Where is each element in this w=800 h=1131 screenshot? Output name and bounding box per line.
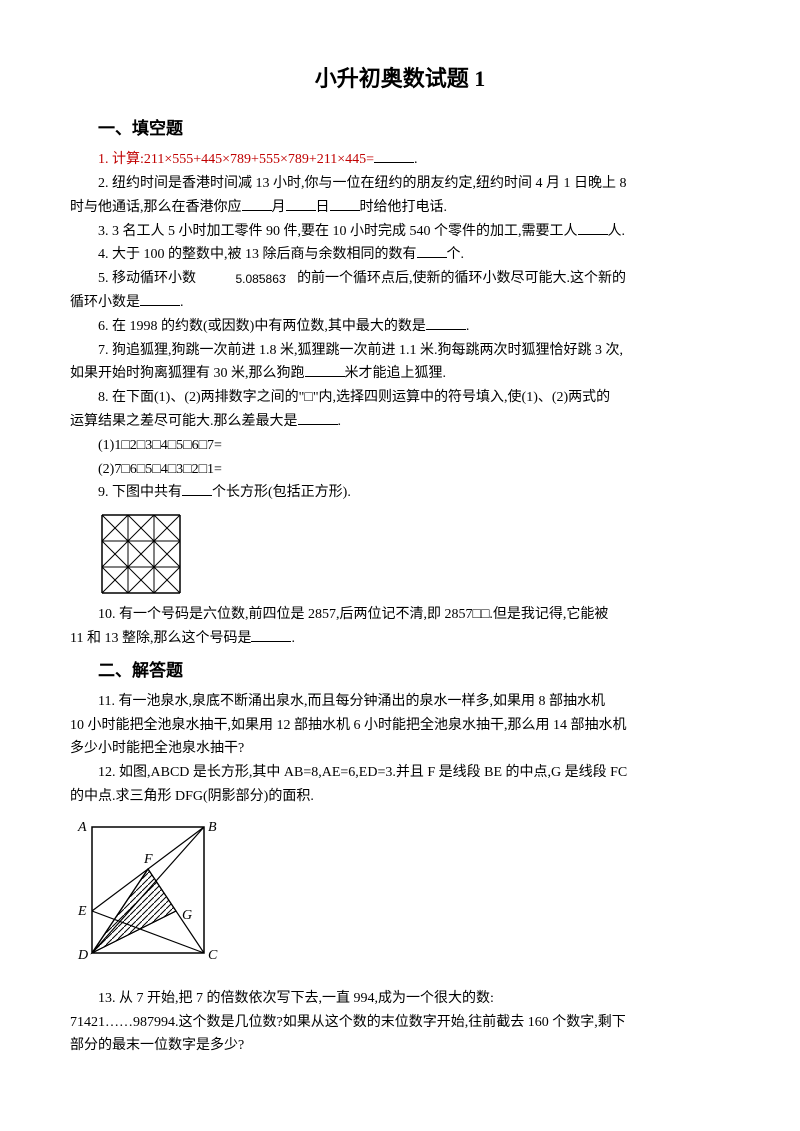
question-11-line2: 10 小时能把全池泉水抽干,如果用 12 部抽水机 6 小时能把全池泉水抽干,那…	[70, 714, 730, 738]
q9-end: 个长方形(包括正方形).	[212, 485, 351, 500]
q8b: 运算结果之差尽可能大.那么差最大是	[70, 414, 298, 429]
document-page: 小升初奥数试题 1 一、填空题 1. 计算:211×555+445×789+55…	[0, 0, 800, 1131]
question-1: 1. 计算:211×555+445×789+555×789+211×445=.	[70, 148, 730, 172]
svg-text:A: A	[77, 820, 87, 835]
q5b: 的前一个循环点后,使新的循环小数尽可能大.这个新的	[297, 271, 626, 286]
q3-end: 人.	[608, 224, 626, 239]
grid-svg	[98, 511, 184, 597]
question-13-line3: 部分的最末一位数字是多少?	[70, 1034, 730, 1058]
blank	[251, 627, 291, 642]
q6-end: .	[466, 319, 470, 334]
question-2-line1: 2. 纽约时间是香港时间减 13 小时,你与一位在纽约的朋友约定,纽约时间 4 …	[70, 172, 730, 196]
dot-icon: ·	[256, 267, 287, 284]
blank	[578, 220, 608, 235]
q2b2: 月	[272, 200, 286, 215]
q7b-end: 米才能追上狐狸.	[345, 366, 447, 381]
q6-text: 6. 在 1998 的约数(或因数)中有两位数,其中最大的数是	[98, 319, 426, 334]
blank	[426, 315, 466, 330]
q5a: 5. 移动循环小数	[98, 271, 196, 286]
question-8-line2: 运算结果之差尽可能大.那么差最大是.	[70, 410, 730, 434]
question-8-line1: 8. 在下面(1)、(2)两排数字之间的"□"内,选择四则运算中的符号填入,使(…	[70, 386, 730, 410]
q5c-end: .	[180, 295, 184, 310]
q8b-end: .	[338, 414, 342, 429]
question-11-line3: 多少小时能把全池泉水抽干?	[70, 737, 730, 761]
svg-text:C: C	[208, 948, 218, 963]
q4-text: 4. 大于 100 的整数中,被 13 除后商与余数相同的数有	[98, 247, 417, 262]
svg-text:G: G	[182, 908, 192, 923]
blank	[242, 196, 272, 211]
question-7-line1: 7. 狗追狐狸,狗跳一次前进 1.8 米,狐狸跳一次前进 1.1 米.狗每跳两次…	[70, 339, 730, 363]
q10b: 11 和 13 整除,那么这个号码是	[70, 631, 251, 646]
blank	[182, 481, 212, 496]
question-12-line2: 的中点.求三角形 DFG(阴影部分)的面积.	[70, 785, 730, 809]
recurring-decimal: · · 5.085863	[202, 269, 292, 289]
svg-text:E: E	[77, 904, 87, 919]
q9-text: 9. 下图中共有	[98, 485, 182, 500]
question-12-line1: 12. 如图,ABCD 是长方形,其中 AB=8,AE=6,ED=3.并且 F …	[70, 761, 730, 785]
q10b-end: .	[291, 631, 295, 646]
question-13-line2: 71421……987994.这个数是几位数?如果从这个数的末位数字开始,往前截去…	[70, 1011, 730, 1035]
question-10-line1: 10. 有一个号码是六位数,前四位是 2857,后两位记不清,即 2857□□.…	[70, 603, 730, 627]
q2b: 时与他通话,那么在香港你应	[70, 200, 242, 215]
question-7-line2: 如果开始时狗离狐狸有 30 米,那么狗跑 米才能追上狐狸.	[70, 362, 730, 386]
blank	[140, 291, 180, 306]
q7b: 如果开始时狗离狐狸有 30 米,那么狗跑	[70, 366, 305, 381]
question-13-line1: 13. 从 7 开始,把 7 的倍数依次写下去,一直 994,成为一个很大的数:	[70, 987, 730, 1011]
question-8-eq1: (1)1□2□3□4□5□6□7=	[70, 434, 730, 458]
svg-text:D: D	[77, 948, 88, 963]
question-3: 3. 3 名工人 5 小时加工零件 90 件,要在 10 小时完成 540 个零…	[70, 220, 730, 244]
blank	[417, 243, 447, 258]
question-11-line1: 11. 有一池泉水,泉底不断涌出泉水,而且每分钟涌出的泉水一样多,如果用 8 部…	[70, 690, 730, 714]
geometry-figure: A B C D E F G	[70, 813, 730, 983]
svg-text:F: F	[143, 852, 153, 867]
blank	[374, 148, 414, 163]
page-title: 小升初奥数试题 1	[70, 60, 730, 97]
blank	[330, 196, 360, 211]
q2b3: 日	[316, 200, 330, 215]
grid-figure	[98, 511, 730, 597]
blank	[305, 362, 345, 377]
q2b4: 时给他打电话.	[360, 200, 448, 215]
question-4: 4. 大于 100 的整数中,被 13 除后商与余数相同的数有 个.	[70, 243, 730, 267]
section-2-header: 二、解答题	[98, 657, 730, 686]
q1-end: .	[414, 152, 418, 167]
q4-end: 个.	[447, 247, 465, 262]
question-6: 6. 在 1998 的约数(或因数)中有两位数,其中最大的数是.	[70, 315, 730, 339]
blank	[298, 410, 338, 425]
svg-text:B: B	[208, 820, 217, 835]
question-5-line2: 循环小数是.	[70, 291, 730, 315]
q3-text: 3. 3 名工人 5 小时加工零件 90 件,要在 10 小时完成 540 个零…	[98, 224, 578, 239]
geometry-svg: A B C D E F G	[70, 813, 240, 983]
q5c: 循环小数是	[70, 295, 140, 310]
question-8-eq2: (2)7□6□5□4□3□2□1=	[70, 458, 730, 482]
question-9: 9. 下图中共有 个长方形(包括正方形).	[70, 481, 730, 505]
question-5-line1: 5. 移动循环小数 · · 5.085863 的前一个循环点后,使新的循环小数尽…	[70, 267, 730, 291]
question-10-line2: 11 和 13 整除,那么这个号码是.	[70, 627, 730, 651]
question-2-line2: 时与他通话,那么在香港你应 月 日 时给他打电话.	[70, 196, 730, 220]
section-1-header: 一、填空题	[98, 115, 730, 144]
blank	[286, 196, 316, 211]
q1-text: 1. 计算:211×555+445×789+555×789+211×445=	[98, 152, 374, 167]
